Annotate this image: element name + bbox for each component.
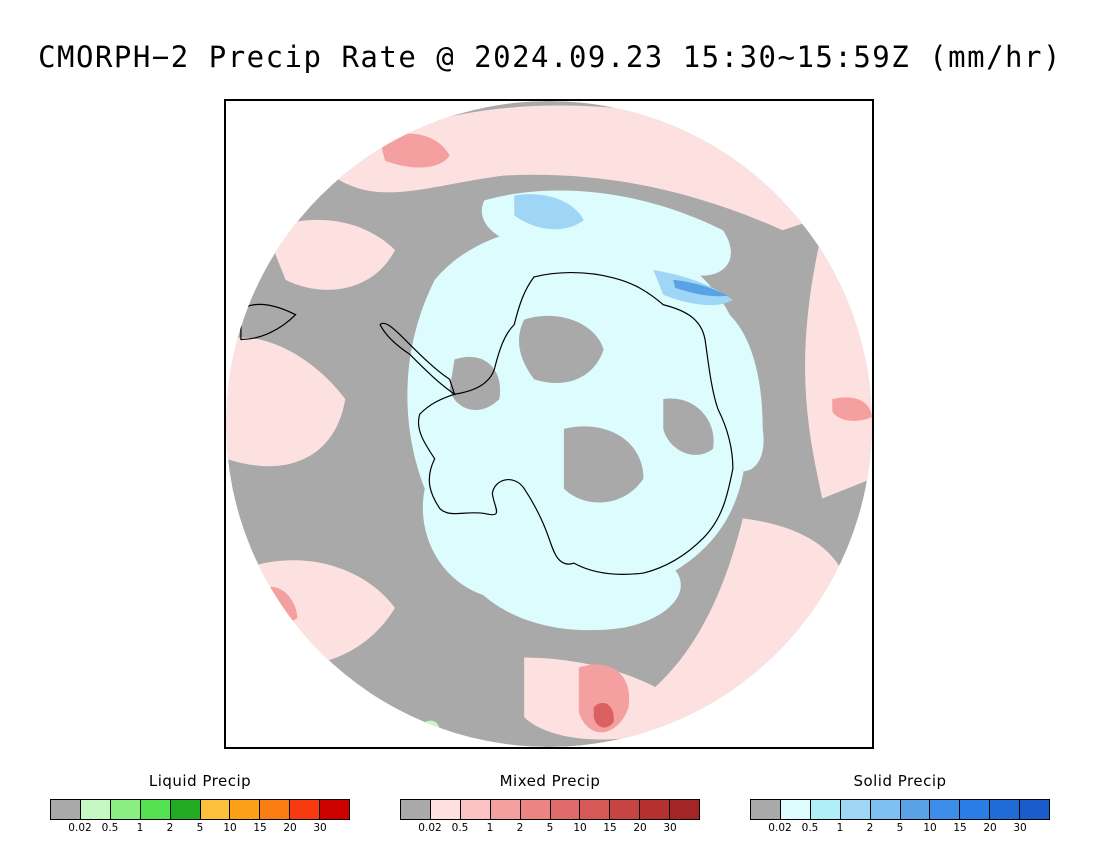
legend-swatch bbox=[290, 800, 321, 819]
legend-swatch bbox=[490, 800, 521, 819]
legend-swatch bbox=[870, 800, 901, 819]
legend-tick-label: 20 bbox=[283, 822, 297, 834]
legend-swatch bbox=[960, 800, 991, 819]
no-precip-interior-3 bbox=[449, 356, 501, 410]
legend-swatch bbox=[780, 800, 811, 819]
legend-swatch bbox=[260, 800, 291, 819]
mixed-precip-cell-east bbox=[832, 397, 872, 421]
legend-swatch bbox=[520, 800, 551, 819]
no-precip-interior-1 bbox=[518, 315, 604, 384]
legend-solid-precip: Solid Precip 0.02 0.5 1 2 5 10 15 20 30 bbox=[750, 772, 1050, 842]
legend-swatch bbox=[80, 800, 111, 819]
legend-tick-label: 20 bbox=[983, 822, 997, 834]
mixed-precip-cell-south bbox=[578, 664, 630, 733]
legend-mixed-precip: Mixed Precip 0.02 0.5 1 2 5 10 15 20 30 bbox=[400, 772, 700, 842]
legend-tick-label: 30 bbox=[313, 822, 327, 834]
legend-liquid-precip: Liquid Precip 0.02 0.5 1 2 5 10 15 20 30 bbox=[50, 772, 350, 842]
legend-swatch bbox=[670, 800, 700, 819]
legend-tick-label: 10 bbox=[223, 822, 237, 834]
legend-tick-label: 0.02 bbox=[768, 822, 792, 834]
mixed-precip-cell-north bbox=[380, 133, 450, 168]
mixed-precip-region-northwest bbox=[265, 219, 395, 290]
legend-swatch bbox=[751, 800, 781, 819]
legend-tick-label: 1 bbox=[136, 822, 144, 834]
polar-map-canvas bbox=[226, 101, 872, 747]
antarctic-peninsula-coastline bbox=[379, 322, 456, 396]
legend-swatch bbox=[460, 800, 491, 819]
legend-tick-label: 5 bbox=[196, 822, 204, 834]
legend-swatch bbox=[900, 800, 931, 819]
legend-tick-label: 2 bbox=[166, 822, 174, 834]
legend-title-solid: Solid Precip bbox=[853, 772, 947, 790]
legend-tick-label: 15 bbox=[953, 822, 967, 834]
legend-tick-label: 20 bbox=[633, 822, 647, 834]
solid-precip-region-east bbox=[703, 299, 764, 472]
legend-swatch bbox=[170, 800, 201, 819]
legend-tick-label: 0.5 bbox=[101, 822, 119, 834]
mixed-precip-cell-heavy bbox=[593, 702, 614, 728]
legend-tick-label: 15 bbox=[253, 822, 267, 834]
legend-swatch bbox=[840, 800, 871, 819]
no-precip-interior-2 bbox=[563, 426, 644, 503]
legend-tick-label: 5 bbox=[546, 822, 554, 834]
legend-swatch bbox=[200, 800, 231, 819]
legend-swatch bbox=[430, 800, 461, 819]
solid-precip-cell-north bbox=[514, 194, 584, 230]
legend-ticks-solid: 0.02 0.5 1 2 5 10 15 20 30 bbox=[750, 822, 1050, 836]
legend-tick-label: 1 bbox=[486, 822, 494, 834]
legend-colorbar-liquid bbox=[50, 799, 350, 820]
legend-swatch bbox=[640, 800, 671, 819]
legend-swatch bbox=[230, 800, 261, 819]
solid-precip-region-south bbox=[454, 558, 681, 631]
south-america-tip-coastline bbox=[240, 303, 297, 341]
antarctica-coastline bbox=[418, 271, 734, 575]
legend-tick-label: 2 bbox=[516, 822, 524, 834]
legend-tick-label: 30 bbox=[1013, 822, 1027, 834]
legend-tick-label: 0.02 bbox=[68, 822, 92, 834]
legend-tick-label: 2 bbox=[866, 822, 874, 834]
legend-title-liquid: Liquid Precip bbox=[148, 772, 252, 790]
legend-swatch bbox=[810, 800, 841, 819]
legend-tick-label: 10 bbox=[573, 822, 587, 834]
legend-tick-label: 5 bbox=[896, 822, 904, 834]
page-title: CMORPH−2 Precip Rate @ 2024.09.23 15:30~… bbox=[38, 40, 1062, 74]
legend-swatch bbox=[110, 800, 141, 819]
legend-swatch bbox=[990, 800, 1021, 819]
mixed-precip-region-east bbox=[805, 230, 872, 499]
legend-swatch bbox=[550, 800, 581, 819]
legend-swatch bbox=[1020, 800, 1050, 819]
legend-colorbar-mixed bbox=[400, 799, 700, 820]
legend-ticks-mixed: 0.02 0.5 1 2 5 10 15 20 30 bbox=[400, 822, 700, 836]
mixed-precip-region-west bbox=[226, 337, 346, 467]
precip-map bbox=[224, 99, 874, 749]
legend-title-mixed: Mixed Precip bbox=[499, 772, 601, 790]
legend-swatch bbox=[580, 800, 611, 819]
legend-tick-label: 30 bbox=[663, 822, 677, 834]
legend-colorbar-solid bbox=[750, 799, 1050, 820]
legend-tick-label: 10 bbox=[923, 822, 937, 834]
no-precip-interior-4 bbox=[663, 398, 714, 455]
legend-tick-label: 15 bbox=[603, 822, 617, 834]
legend-tick-label: 1 bbox=[836, 822, 844, 834]
legend-swatch bbox=[140, 800, 171, 819]
legend-tick-label: 0.5 bbox=[451, 822, 469, 834]
legend-tick-label: 0.5 bbox=[801, 822, 819, 834]
legend-swatch bbox=[930, 800, 961, 819]
legend-tick-label: 0.02 bbox=[418, 822, 442, 834]
legend-ticks-liquid: 0.02 0.5 1 2 5 10 15 20 30 bbox=[50, 822, 350, 836]
solid-precip-region-main bbox=[407, 226, 747, 606]
legend-swatch bbox=[51, 800, 81, 819]
legend-swatch bbox=[401, 800, 431, 819]
legend-swatch bbox=[610, 800, 641, 819]
legend-swatch bbox=[320, 800, 350, 819]
solid-precip-band-heavy bbox=[673, 279, 728, 297]
